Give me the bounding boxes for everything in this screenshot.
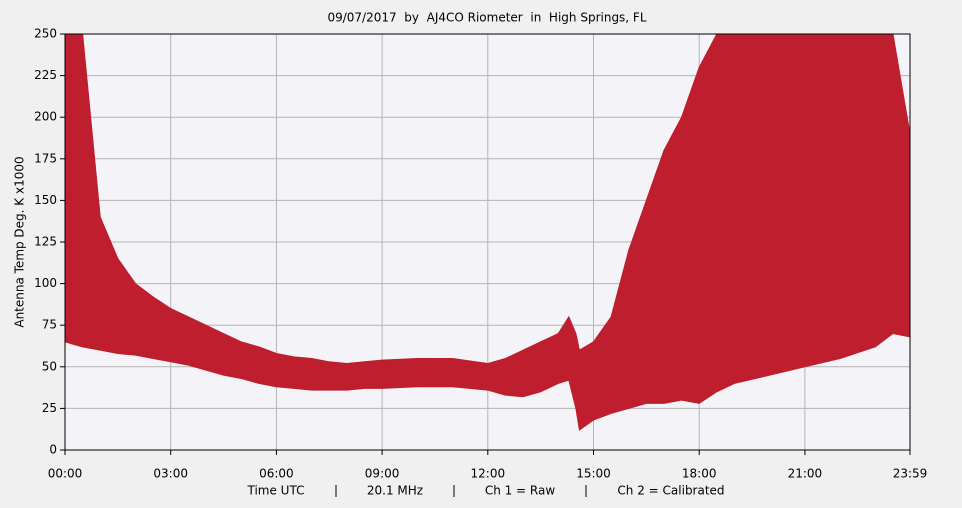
x-tick-label: 09:00: [365, 467, 400, 481]
y-tick-label: 25: [42, 401, 57, 415]
x-tick-label: 12:00: [471, 467, 506, 481]
y-tick-label: 100: [34, 276, 57, 290]
x-tick-label: 00:00: [48, 467, 83, 481]
y-tick-label: 75: [42, 318, 57, 332]
y-tick-label: 0: [49, 443, 57, 457]
y-axis-label: Antenna Temp Deg. K x1000: [13, 156, 27, 327]
channel-1: Ch 1 = Raw: [485, 484, 556, 498]
plot-frame: [64, 33, 911, 451]
y-tick-label: 200: [34, 110, 57, 124]
frequency: 20.1 MHz: [367, 484, 423, 498]
y-tick-label: 50: [42, 359, 57, 373]
x-tick-label: 23:59: [893, 467, 928, 481]
x-tick-label: 15:00: [576, 467, 611, 481]
x-tick-label: 21:00: [788, 467, 823, 481]
x-tick-label: 03:00: [153, 467, 188, 481]
y-tick-label: 250: [34, 27, 57, 41]
x-tick-label: 18:00: [682, 467, 717, 481]
chart-title: 09/07/2017 by AJ4CO Riometer in High Spr…: [327, 11, 646, 25]
y-tick-label: 175: [34, 151, 57, 165]
x-axis-label: Time UTC: [247, 484, 305, 498]
x-tick-label: 06:00: [259, 467, 294, 481]
y-tick-label: 125: [34, 235, 57, 249]
y-tick-label: 150: [34, 193, 57, 207]
channel-2: Ch 2 = Calibrated: [617, 484, 724, 498]
y-tick-label: 225: [34, 68, 57, 82]
